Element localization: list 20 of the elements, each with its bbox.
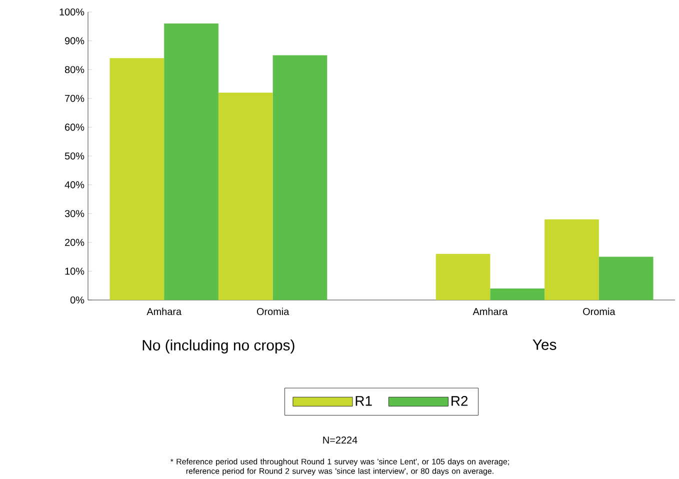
y-tick-label: 70% xyxy=(65,94,84,102)
y-tick-label: 40% xyxy=(64,181,84,188)
y-tick-label: 50% xyxy=(64,152,84,160)
text: No (including no crops) xyxy=(142,340,294,354)
y-tick-label: 20% xyxy=(65,238,84,246)
y-tick-label: 90% xyxy=(65,37,84,44)
y-tick-label: 80% xyxy=(64,66,84,74)
y-tick-label: 60% xyxy=(65,124,84,131)
text: N=2224 xyxy=(323,436,358,444)
y-tick-label: 100% xyxy=(60,8,84,16)
legend-label: R2 xyxy=(452,396,468,406)
legend-label: R1 xyxy=(356,396,372,406)
y-tick-label: 0% xyxy=(70,296,84,304)
text: Yes xyxy=(532,340,556,350)
y-tick-label: 10% xyxy=(65,268,84,275)
x-tick-label: Amhara xyxy=(146,308,182,316)
x-tick-label: Oromia xyxy=(256,308,290,316)
x-tick-label: Oromia xyxy=(583,308,616,316)
y-tick-label: 30% xyxy=(64,210,84,218)
x-tick-label: Amhara xyxy=(472,308,508,316)
